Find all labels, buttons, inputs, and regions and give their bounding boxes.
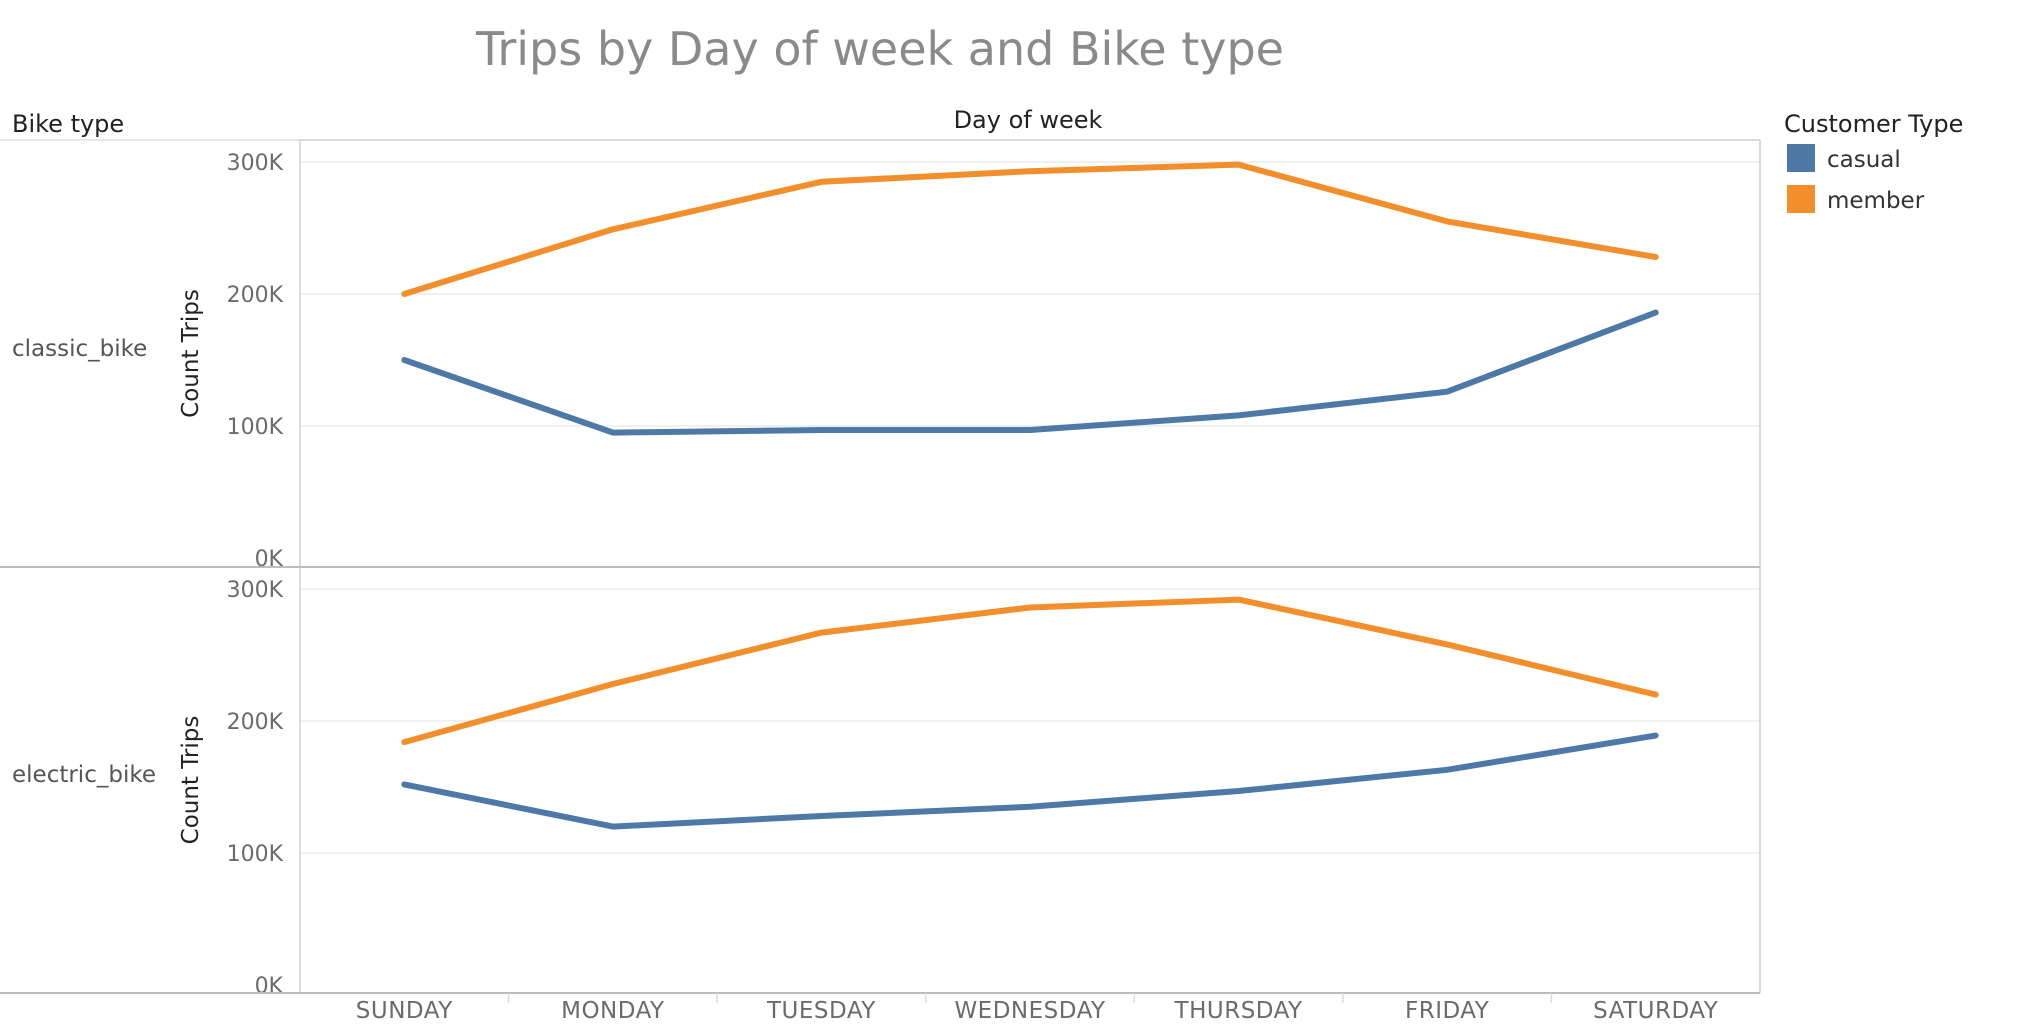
legend-title: Customer Type [1784, 110, 1963, 138]
series-line-classic_bike-member [401, 161, 1659, 297]
y-axis-title-classic_bike: Count Trips [178, 289, 204, 418]
series-line-electric_bike-casual [401, 732, 1659, 830]
legend-label-casual: casual [1827, 147, 1901, 173]
x-tick-wednesday: WEDNESDAY [954, 998, 1106, 1024]
y-tick-electric_bike-3: 300K [227, 578, 284, 603]
x-tick-sunday: SUNDAY [356, 998, 453, 1024]
legend-swatch-casual [1787, 144, 1815, 172]
row-label-electric_bike: electric_bike [12, 762, 156, 788]
x-tick-thursday: THURSDAY [1174, 998, 1304, 1024]
row-label-classic_bike: classic_bike [12, 336, 147, 362]
y-tick-electric_bike-1: 100K [227, 842, 284, 867]
x-tick-friday: FRIDAY [1405, 998, 1490, 1024]
y-tick-classic_bike-0: 0K [255, 547, 284, 572]
series-line-electric_bike-member [401, 596, 1659, 746]
legend-label-member: member [1827, 188, 1925, 214]
x-tick-monday: MONDAY [561, 998, 665, 1024]
x-tick-saturday: SATURDAY [1593, 998, 1719, 1024]
y-tick-classic_bike-1: 100K [227, 415, 284, 440]
y-tick-electric_bike-2: 200K [227, 710, 284, 735]
chart-title: Trips by Day of week and Bike type [475, 22, 1284, 76]
row-header: Bike type [12, 110, 124, 138]
y-tick-electric_bike-0: 0K [255, 974, 284, 999]
y-tick-classic_bike-3: 300K [227, 151, 284, 176]
y-axis-title-electric_bike: Count Trips [178, 716, 204, 845]
y-tick-classic_bike-2: 200K [227, 283, 284, 308]
x-tick-tuesday: TUESDAY [766, 998, 876, 1024]
column-header: Day of week [954, 106, 1103, 134]
series-line-classic_bike-casual [401, 309, 1659, 436]
legend-swatch-member [1787, 185, 1815, 213]
